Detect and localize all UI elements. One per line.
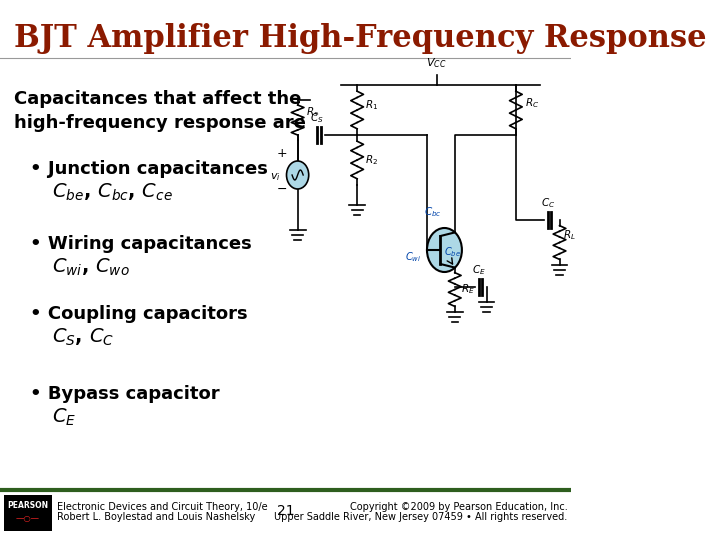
Text: $C_E$: $C_E$ bbox=[52, 407, 76, 428]
Text: Copyright ©2009 by Pearson Education, Inc.: Copyright ©2009 by Pearson Education, In… bbox=[350, 502, 567, 512]
Text: $R_C$: $R_C$ bbox=[526, 96, 539, 110]
Text: Upper Saddle River, New Jersey 07459 • All rights reserved.: Upper Saddle River, New Jersey 07459 • A… bbox=[274, 512, 567, 522]
Bar bbox=[4, 495, 52, 531]
Text: • Bypass capacitor: • Bypass capacitor bbox=[30, 385, 220, 403]
Text: $R_s$: $R_s$ bbox=[305, 105, 318, 119]
Text: $R_E$: $R_E$ bbox=[461, 282, 475, 296]
Text: $R_1$: $R_1$ bbox=[365, 98, 378, 112]
Text: 21: 21 bbox=[277, 504, 294, 518]
Text: $C_{be}$, $C_{bc}$, $C_{ce}$: $C_{be}$, $C_{bc}$, $C_{ce}$ bbox=[52, 182, 173, 203]
Text: $C_S$: $C_S$ bbox=[310, 111, 323, 125]
Circle shape bbox=[427, 228, 462, 272]
Text: $C_{be}$: $C_{be}$ bbox=[444, 245, 461, 259]
Text: $C_{wi}$: $C_{wi}$ bbox=[405, 250, 420, 264]
Text: Capacitances that affect the
high-frequency response are: Capacitances that affect the high-freque… bbox=[14, 90, 306, 132]
Text: • Wiring capacitances: • Wiring capacitances bbox=[30, 235, 252, 253]
Text: Electronic Devices and Circuit Theory, 10/e: Electronic Devices and Circuit Theory, 1… bbox=[57, 502, 268, 512]
Text: +: + bbox=[276, 147, 287, 160]
Text: −: − bbox=[276, 183, 287, 196]
Text: $R_2$: $R_2$ bbox=[365, 153, 378, 167]
Text: $C_{bc}$: $C_{bc}$ bbox=[423, 205, 441, 219]
Text: $V_{CC}$: $V_{CC}$ bbox=[426, 56, 446, 70]
Text: • Junction capacitances: • Junction capacitances bbox=[30, 160, 268, 178]
Text: Robert L. Boylestad and Louis Nashelsky: Robert L. Boylestad and Louis Nashelsky bbox=[57, 512, 256, 522]
Text: $C_E$: $C_E$ bbox=[472, 263, 485, 277]
Text: $R_L$: $R_L$ bbox=[563, 228, 575, 242]
Text: • Coupling capacitors: • Coupling capacitors bbox=[30, 305, 248, 323]
Text: $C_{wi}$, $C_{wo}$: $C_{wi}$, $C_{wo}$ bbox=[52, 257, 130, 278]
Text: —○—: —○— bbox=[16, 514, 40, 523]
Text: $v_i$: $v_i$ bbox=[270, 171, 281, 183]
Text: BJT Amplifier High-Frequency Response: BJT Amplifier High-Frequency Response bbox=[14, 23, 707, 53]
Text: $C_S$, $C_C$: $C_S$, $C_C$ bbox=[52, 327, 114, 348]
Text: PEARSON: PEARSON bbox=[7, 501, 48, 510]
Text: $C_C$: $C_C$ bbox=[541, 196, 556, 210]
Circle shape bbox=[287, 161, 309, 189]
